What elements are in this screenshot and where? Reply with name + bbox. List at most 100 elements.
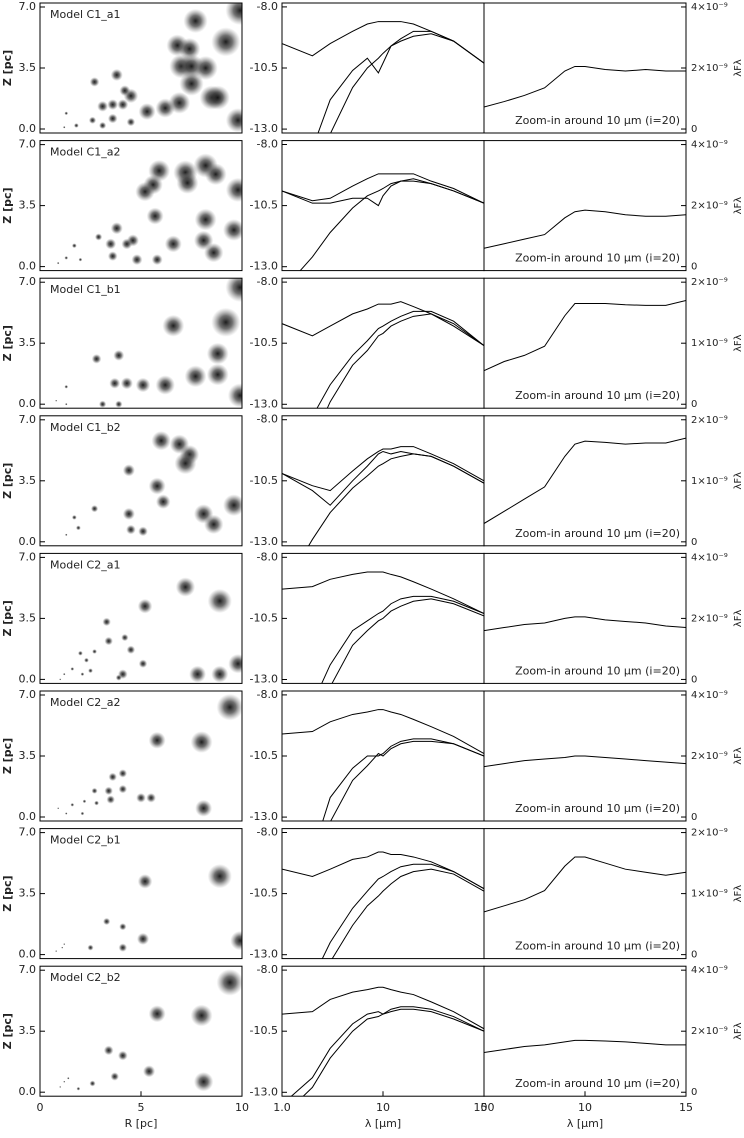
- clump: [225, 108, 242, 133]
- clump: [146, 207, 164, 225]
- clump: [204, 163, 227, 186]
- clump: [162, 314, 185, 337]
- clump: [64, 111, 69, 116]
- y-tick-label: 1×10⁻⁹: [691, 476, 728, 487]
- y-tick-label: 0.0: [19, 672, 37, 685]
- y-tick-label: -8.0: [257, 550, 278, 563]
- y-tick-label: 0: [691, 262, 697, 273]
- clump: [151, 431, 171, 451]
- clump: [228, 654, 242, 674]
- panel-title: Model C2_a1: [50, 558, 120, 571]
- y-axis-label: λFλ: [733, 610, 744, 628]
- y-tick-label: 3.5: [19, 887, 37, 900]
- y-tick-label: 4×10⁻⁹: [691, 965, 728, 976]
- y-tick-label: 7.0: [19, 413, 37, 426]
- x-tick-label: 10: [578, 1101, 592, 1114]
- clump: [207, 864, 232, 889]
- y-tick-label: -8.0: [257, 0, 278, 13]
- y-tick-label: 2×10⁻⁹: [691, 415, 728, 426]
- clump: [57, 807, 60, 810]
- clump: [103, 1045, 114, 1056]
- sed-curve: [326, 313, 484, 409]
- clump: [107, 113, 118, 124]
- sed-curve: [321, 863, 484, 959]
- clump: [67, 1077, 70, 1080]
- y-tick-label: 0.0: [19, 397, 37, 410]
- clump: [184, 365, 207, 388]
- clump: [121, 633, 129, 642]
- clump: [75, 525, 81, 531]
- y-tick-label: 2×10⁻⁹: [691, 613, 728, 624]
- clump: [94, 800, 99, 806]
- y-tick-label: -13.0: [250, 1085, 278, 1098]
- y-tick-label: 1×10⁻⁹: [691, 889, 728, 900]
- clump: [205, 85, 230, 110]
- clump: [87, 944, 94, 951]
- annotation: Zoom-in around 10 μm (i=20): [515, 664, 680, 677]
- panel-frame: [39, 140, 243, 272]
- y-tick-label: 2×10⁻⁹: [691, 751, 728, 762]
- clump: [230, 930, 242, 951]
- sed-curve: [321, 595, 484, 684]
- clump: [89, 77, 100, 87]
- y-tick-label: 7.0: [19, 275, 37, 288]
- plot-area: [484, 616, 686, 632]
- plot-area: [484, 1039, 686, 1054]
- plot-area: [65, 431, 242, 537]
- clump: [76, 1086, 81, 1091]
- panel-frame: [483, 140, 687, 272]
- panel-frame: [483, 2, 687, 134]
- annotation: Zoom-in around 10 μm (i=20): [515, 252, 680, 265]
- panel-frame: [483, 552, 687, 684]
- y-tick-label: 0.0: [19, 810, 37, 823]
- y-tick-label: -13.0: [250, 810, 278, 823]
- sed-curve: [484, 616, 686, 632]
- clump: [155, 375, 175, 395]
- clump: [193, 1072, 214, 1092]
- y-tick-label: -13.0: [250, 122, 278, 135]
- clump: [204, 242, 224, 263]
- sed-curve: [484, 299, 686, 372]
- clump: [122, 464, 135, 477]
- clump: [55, 399, 58, 402]
- clump: [178, 37, 201, 60]
- clump: [115, 400, 123, 408]
- y-tick-label: 7.0: [19, 826, 37, 839]
- y-tick-label: 4×10⁻⁹: [691, 552, 728, 563]
- y-tick-label: 7.0: [19, 688, 37, 701]
- sed-curve: [484, 755, 686, 768]
- y-tick-label: -10.5: [250, 199, 278, 212]
- sed-curve: [282, 709, 484, 754]
- panel-frame: [281, 277, 485, 409]
- plot-area: [59, 969, 242, 1092]
- plot-area: [282, 446, 484, 546]
- clump: [65, 533, 68, 537]
- clump: [179, 71, 204, 96]
- y-tick-label: -8.0: [257, 275, 278, 288]
- panel-title: Model C1_a2: [50, 146, 120, 159]
- clump: [117, 1050, 128, 1061]
- plot-area: [282, 21, 484, 133]
- clump: [190, 1004, 213, 1027]
- plot-area: [282, 851, 484, 959]
- panel-frame: [281, 140, 485, 272]
- sed-curve: [484, 65, 686, 108]
- annotation: Zoom-in around 10 μm (i=20): [515, 389, 680, 402]
- y-tick-label: 3.5: [19, 61, 37, 74]
- annotation: Zoom-in around 10 μm (i=20): [515, 114, 680, 127]
- x-tick-label: 10: [235, 1101, 249, 1114]
- clump: [98, 121, 107, 130]
- y-tick-label: -13.0: [250, 535, 278, 548]
- clump: [105, 238, 117, 250]
- x-axis-label: R [pc]: [125, 1117, 158, 1130]
- clump: [109, 377, 121, 389]
- y-axis-label: Z [pc]: [1, 738, 14, 774]
- clump: [216, 969, 242, 996]
- clump: [207, 588, 232, 614]
- y-axis-label: λFλ: [733, 197, 744, 215]
- clump: [164, 235, 182, 253]
- panel-frame: [483, 690, 687, 822]
- clump: [148, 477, 166, 495]
- clump: [56, 261, 60, 265]
- clump: [104, 636, 113, 646]
